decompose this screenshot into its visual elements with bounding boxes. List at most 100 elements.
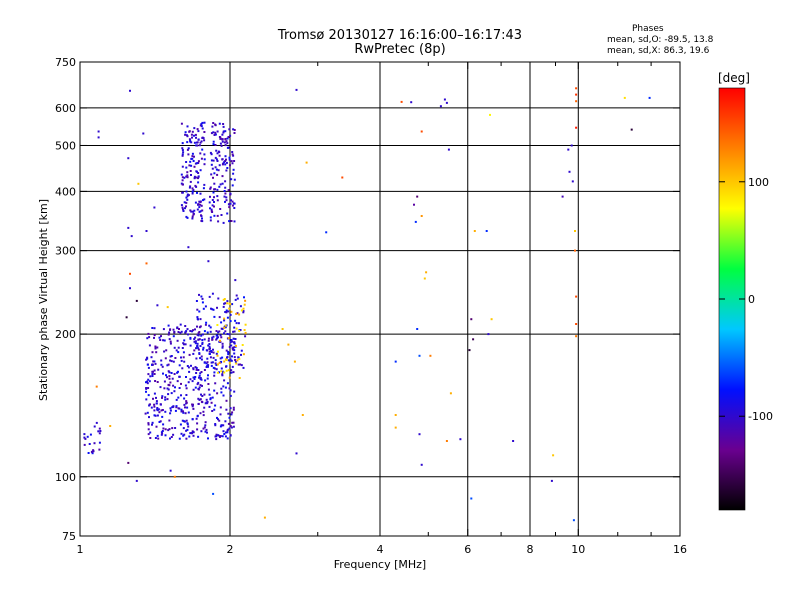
data-point — [226, 300, 229, 303]
data-point — [166, 387, 169, 390]
data-point — [164, 410, 167, 413]
data-point — [202, 307, 205, 310]
data-point — [162, 339, 165, 342]
data-point — [230, 359, 233, 362]
data-point — [233, 207, 236, 209]
data-point — [214, 404, 217, 407]
data-point — [200, 140, 203, 143]
data-point — [151, 423, 153, 426]
data-point — [188, 353, 191, 356]
data-point — [194, 133, 197, 136]
data-point — [197, 138, 200, 141]
data-point — [227, 146, 230, 149]
data-point — [130, 235, 133, 238]
data-point — [197, 175, 200, 178]
data-point — [165, 349, 168, 352]
data-point — [196, 422, 199, 425]
data-point — [222, 424, 225, 427]
data-point — [196, 141, 199, 144]
data-point — [198, 338, 201, 341]
data-point — [193, 141, 196, 144]
data-point — [191, 217, 194, 220]
data-point — [207, 437, 209, 440]
data-point — [195, 347, 197, 350]
data-point — [230, 178, 233, 181]
data-point — [561, 195, 564, 198]
data-point — [199, 152, 202, 155]
data-point — [186, 174, 189, 177]
data-point — [443, 98, 446, 101]
data-point — [281, 328, 284, 330]
data-point — [129, 272, 131, 275]
data-point — [197, 334, 200, 337]
data-point — [192, 368, 195, 371]
data-point — [225, 161, 228, 164]
data-point — [416, 328, 419, 330]
data-point — [95, 385, 98, 388]
data-point — [232, 337, 235, 340]
data-point — [233, 129, 236, 131]
data-point — [156, 408, 159, 411]
data-point — [224, 130, 227, 133]
data-point — [183, 339, 186, 342]
data-point — [190, 364, 192, 367]
data-point — [159, 420, 162, 423]
data-point — [97, 136, 100, 139]
data-point — [224, 302, 227, 305]
data-point — [209, 216, 212, 219]
data-point — [170, 436, 173, 438]
data-point — [191, 215, 194, 218]
data-point — [187, 194, 190, 197]
data-point — [429, 354, 432, 357]
data-point — [146, 337, 149, 340]
data-point — [225, 199, 228, 202]
data-point — [223, 360, 226, 363]
data-point — [205, 321, 208, 324]
data-point — [228, 416, 231, 419]
data-point — [147, 394, 150, 397]
data-point — [208, 201, 211, 204]
data-point — [216, 416, 218, 419]
data-point — [225, 408, 228, 411]
data-point — [129, 287, 131, 290]
data-point — [224, 138, 227, 141]
data-point — [186, 141, 189, 144]
data-point — [238, 358, 241, 360]
data-point — [194, 340, 197, 343]
data-point — [198, 210, 201, 213]
data-point — [223, 298, 226, 300]
data-point — [227, 422, 230, 425]
data-point — [197, 332, 200, 335]
x-tick-label: 1 — [77, 543, 84, 556]
data-point — [198, 200, 201, 203]
data-point — [197, 318, 199, 321]
data-point — [227, 412, 230, 415]
data-point — [242, 366, 245, 369]
data-point — [239, 305, 242, 308]
data-point — [153, 392, 156, 395]
data-point — [162, 423, 165, 426]
data-point — [210, 132, 213, 135]
data-point — [170, 360, 173, 363]
data-point — [459, 438, 462, 441]
data-point — [206, 361, 209, 364]
phase-stats-heading: Phases — [632, 24, 664, 34]
data-point — [147, 428, 150, 431]
data-point — [144, 412, 147, 415]
data-point — [229, 425, 232, 427]
data-point — [209, 187, 212, 190]
data-point — [191, 155, 194, 158]
data-point — [224, 324, 227, 327]
data-point — [228, 307, 231, 310]
data-point — [185, 161, 188, 163]
data-point — [223, 326, 226, 329]
data-point — [161, 365, 164, 368]
data-point — [220, 214, 223, 216]
data-point — [204, 424, 207, 427]
data-point — [201, 220, 204, 223]
data-point — [194, 376, 197, 378]
data-point — [218, 185, 221, 188]
data-point — [228, 128, 231, 131]
y-tick-label: 200 — [55, 328, 76, 341]
data-point — [230, 369, 233, 372]
